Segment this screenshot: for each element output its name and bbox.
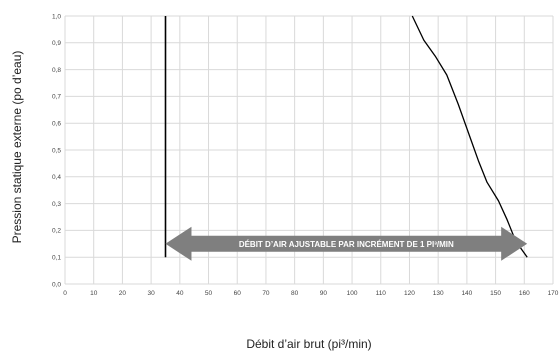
x-tick-label: 70 <box>262 290 270 297</box>
y-tick-label: 0,4 <box>52 174 61 181</box>
x-tick-label: 20 <box>119 290 127 297</box>
y-tick-label: 0,5 <box>52 147 61 154</box>
x-tick-label: 40 <box>176 290 184 297</box>
x-tick-label: 60 <box>234 290 242 297</box>
annotation-label: DÉBIT D’AIR AJUSTABLE PAR INCRÉMENT DE 1… <box>239 240 454 249</box>
x-axis-title: Débit d’air brut (pi³/min) <box>246 337 371 351</box>
y-tick-label: 0,9 <box>52 40 61 47</box>
x-tick-label: 90 <box>320 290 328 297</box>
x-tick-label: 170 <box>548 290 559 297</box>
y-tick-label: 0,0 <box>52 281 61 288</box>
y-tick-label: 1,0 <box>52 13 61 20</box>
y-tick-label: 0,6 <box>52 121 61 128</box>
series <box>164 15 528 258</box>
tick-labels: 0 10 20 30 40 50 60 70 80 90 100 110 120 130 140 150 160… <box>52 13 559 297</box>
y-tick-label: 0,2 <box>52 228 61 235</box>
x-tick-label: 130 <box>433 290 444 297</box>
series-line-curve <box>411 15 528 258</box>
x-tick-label: 100 <box>347 290 358 297</box>
x-tick-label: 0 <box>63 290 67 297</box>
x-tick-label: 10 <box>90 290 98 297</box>
x-tick-label: 150 <box>490 290 501 297</box>
x-tick-label: 80 <box>291 290 299 297</box>
x-tick-label: 160 <box>519 290 530 297</box>
annotation: DÉBIT D’AIR AJUSTABLE PAR INCRÉMENT DE 1… <box>165 226 528 261</box>
x-tick-label: 140 <box>461 290 472 297</box>
y-tick-label: 0,3 <box>52 201 61 208</box>
y-tick-label: 0,1 <box>52 255 61 262</box>
annotation-arrow <box>165 226 528 261</box>
x-tick-label: 30 <box>148 290 156 297</box>
x-tick-label: 120 <box>404 290 415 297</box>
y-axis-title: Pression statique externe (po d’eau) <box>10 51 24 244</box>
y-tick-label: 0,7 <box>52 94 61 101</box>
y-tick-label: 0,8 <box>52 67 61 74</box>
x-tick-label: 110 <box>376 290 387 297</box>
x-tick-label: 50 <box>205 290 213 297</box>
